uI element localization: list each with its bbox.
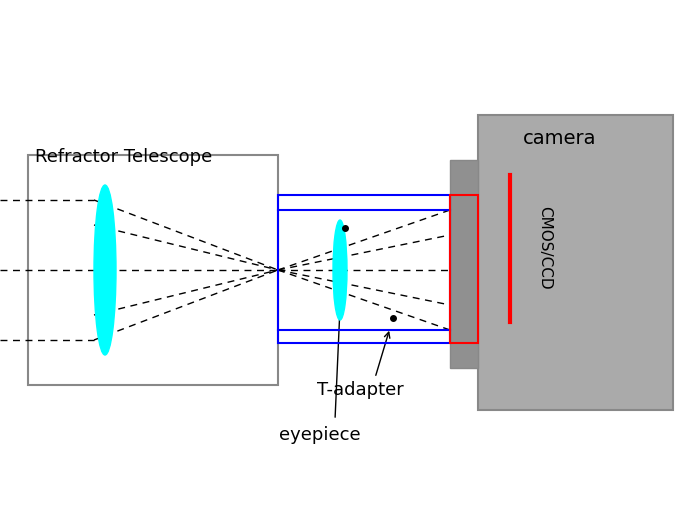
Text: Refractor Telescope: Refractor Telescope <box>35 148 212 166</box>
Bar <box>28 155 278 385</box>
Bar <box>450 195 478 343</box>
Bar <box>278 195 450 343</box>
Bar <box>478 115 673 410</box>
Text: CMOS/CCD: CMOS/CCD <box>538 206 552 290</box>
Bar <box>450 160 478 368</box>
Text: T-adapter: T-adapter <box>316 381 403 399</box>
Text: camera: camera <box>524 129 596 147</box>
Ellipse shape <box>333 220 347 320</box>
Ellipse shape <box>94 185 116 355</box>
Text: eyepiece: eyepiece <box>279 426 360 444</box>
